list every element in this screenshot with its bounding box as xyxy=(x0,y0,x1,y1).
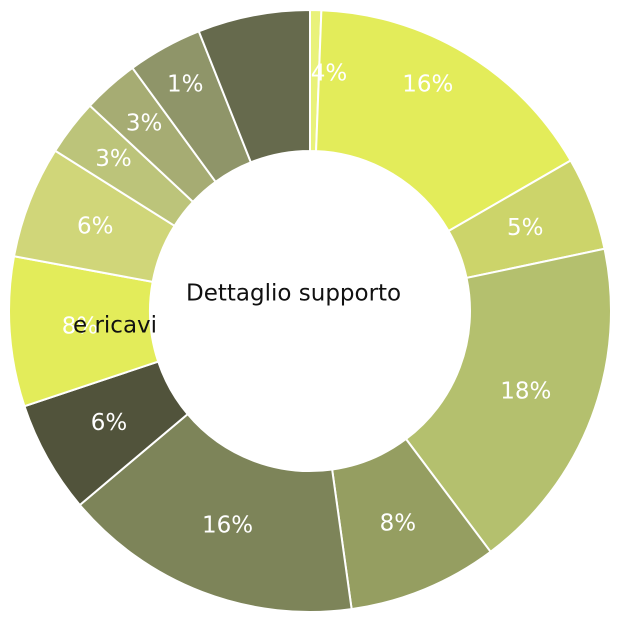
slice-label-12: 1% xyxy=(167,72,204,98)
slice-label-9: 6% xyxy=(77,214,114,240)
slice-label-11: 3% xyxy=(126,110,163,136)
slice-label-2: 16% xyxy=(402,71,453,97)
chart-title-line-1: Dettaglio supporto xyxy=(186,281,401,307)
slice-label-3: 5% xyxy=(507,215,544,241)
slice-label-7: 6% xyxy=(91,410,128,436)
slice-label-5: 8% xyxy=(380,511,417,537)
slice-label-6: 16% xyxy=(202,513,253,539)
slice-label-8: 8% xyxy=(62,313,99,339)
donut-slice-13 xyxy=(197,8,311,164)
slice-label-10: 3% xyxy=(95,146,132,172)
chart-title-line-2: e ricavi xyxy=(73,313,157,339)
labels-group: 4% 16%5%18%8%16%6%8%6%3%3%1% xyxy=(62,60,552,538)
donut-slice-2 xyxy=(315,9,573,233)
slices-group xyxy=(8,8,612,613)
donut-slice-6 xyxy=(78,412,353,613)
slice-label-1: 4% xyxy=(311,60,348,86)
slice-label-4: 18% xyxy=(500,379,551,405)
donut-slice-4 xyxy=(404,247,612,554)
